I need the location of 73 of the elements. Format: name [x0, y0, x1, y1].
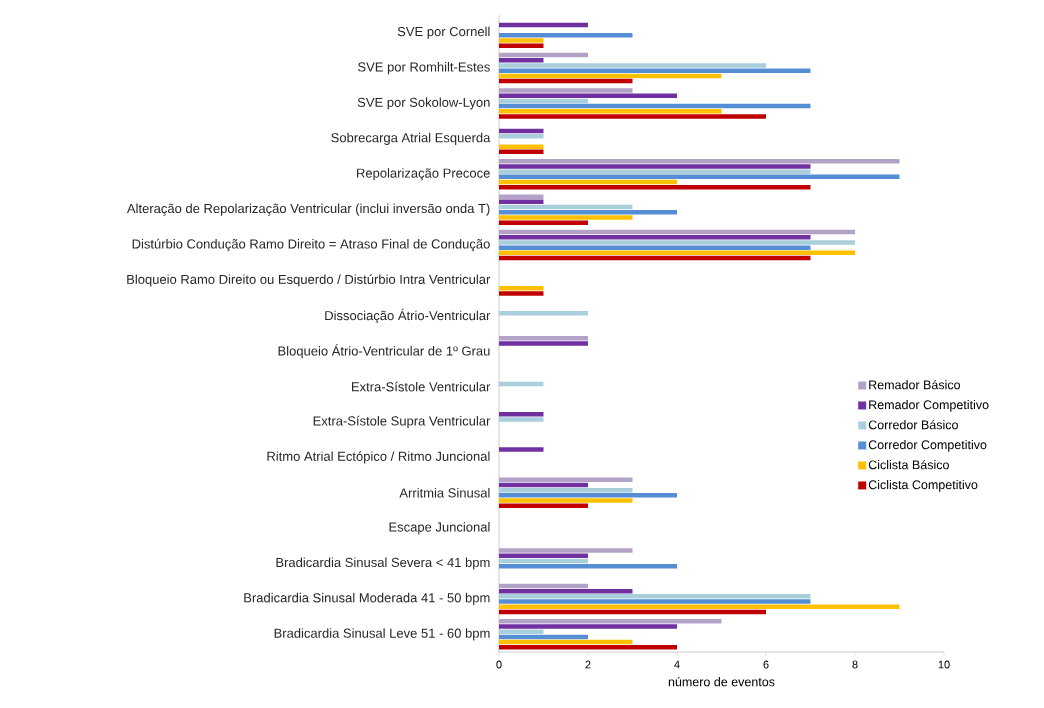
y-tick-label: SVE por Romhilt-Estes — [358, 62, 490, 75]
y-tick-label: Sobrecarga Atrial Esquerda — [331, 132, 491, 145]
bar — [499, 164, 811, 169]
bar — [499, 594, 811, 599]
bar — [499, 149, 544, 155]
bar — [499, 417, 544, 422]
bar — [499, 498, 633, 503]
bar — [499, 194, 544, 199]
bar — [499, 159, 900, 164]
bar — [499, 144, 544, 149]
bar — [499, 599, 811, 604]
bar — [499, 58, 544, 63]
y-tick-label: Alteração de Repolarização Ventricular (inclui inversão onda T) — [126, 203, 490, 216]
y-tick-label: Distúrbio Condução Ramo Direito = Atraso Final de Condução — [132, 238, 490, 252]
bar — [499, 285, 544, 291]
bar — [499, 447, 544, 452]
y-tick-label: Repolarização Precoce — [357, 168, 490, 181]
bar — [499, 619, 722, 624]
bar — [499, 220, 588, 225]
legend-label: Remador Básico — [869, 379, 961, 390]
bar — [499, 128, 544, 134]
bar — [499, 68, 811, 73]
bar — [499, 245, 811, 250]
y-tick-label: Bloqueio Átrio-Ventricular de 1º Grau — [278, 344, 490, 359]
bar — [499, 548, 633, 553]
x-tick-label: 10 — [938, 660, 950, 669]
bar — [499, 93, 677, 98]
y-tick-label: Escape Juncional — [389, 522, 490, 535]
bar — [499, 381, 544, 387]
bar — [499, 63, 766, 68]
x-tick-label: 4 — [674, 660, 680, 669]
legend-label: Ciclista Básico — [868, 459, 949, 470]
bar — [499, 240, 855, 245]
y-tick-label: Bradicardia Sinusal Severa < 41 bpm — [276, 557, 490, 570]
y-tick-label: Extra-Sístole Supra Ventricular — [313, 415, 491, 429]
bar — [499, 33, 633, 38]
x-tick-label: 8 — [852, 660, 858, 669]
bar — [499, 215, 633, 220]
bar — [499, 88, 633, 93]
bar — [499, 114, 766, 119]
bar — [499, 604, 900, 609]
legend-label: Ciclista Competitivo — [868, 479, 978, 492]
y-tick-label: Extra-Sístole Ventricular — [352, 381, 491, 392]
bar — [499, 341, 588, 346]
bar — [499, 624, 677, 629]
legend-label: Remador Competitivo — [869, 400, 989, 412]
y-tick-label: Bloqueio Ramo Direito ou Esquerdo / Distúrbio Intra Ventricular — [127, 274, 491, 287]
bar — [499, 553, 588, 558]
bar — [499, 291, 544, 296]
y-tick-label: Dissociação Átrio-Ventricular — [325, 308, 491, 323]
bar — [499, 185, 811, 190]
bar — [499, 38, 544, 43]
x-tick-label: 6 — [763, 660, 769, 669]
bar — [499, 134, 544, 139]
x-tick-label: 2 — [585, 660, 591, 669]
legend-label: Corredor Competitivo — [868, 439, 987, 452]
y-tick-label: SVE por Cornell — [397, 26, 490, 39]
bar — [499, 411, 544, 417]
bar — [499, 43, 544, 48]
bar — [499, 493, 677, 498]
x-axis-title: número de eventos — [668, 676, 775, 687]
x-tick-label: 0 — [496, 660, 502, 669]
y-tick-label: Arritmia Sinusal — [399, 487, 490, 498]
bar — [499, 109, 722, 114]
bar — [499, 645, 677, 650]
y-tick-label: Ritmo Atrial Ectópico / Ritmo Juncional — [267, 451, 490, 464]
y-tick-label: SVE por Sokolow-Lyon — [357, 97, 490, 110]
y-tick-label: Bradicardia Sinusal Leve 51 - 60 bpm — [274, 628, 490, 641]
y-tick-label: Bradicardia Sinusal Moderada 41 - 50 bpm — [244, 592, 490, 605]
bar — [499, 199, 544, 205]
bar — [499, 629, 544, 634]
legend-label: Corredor Básico — [868, 419, 958, 430]
bar — [499, 169, 811, 174]
